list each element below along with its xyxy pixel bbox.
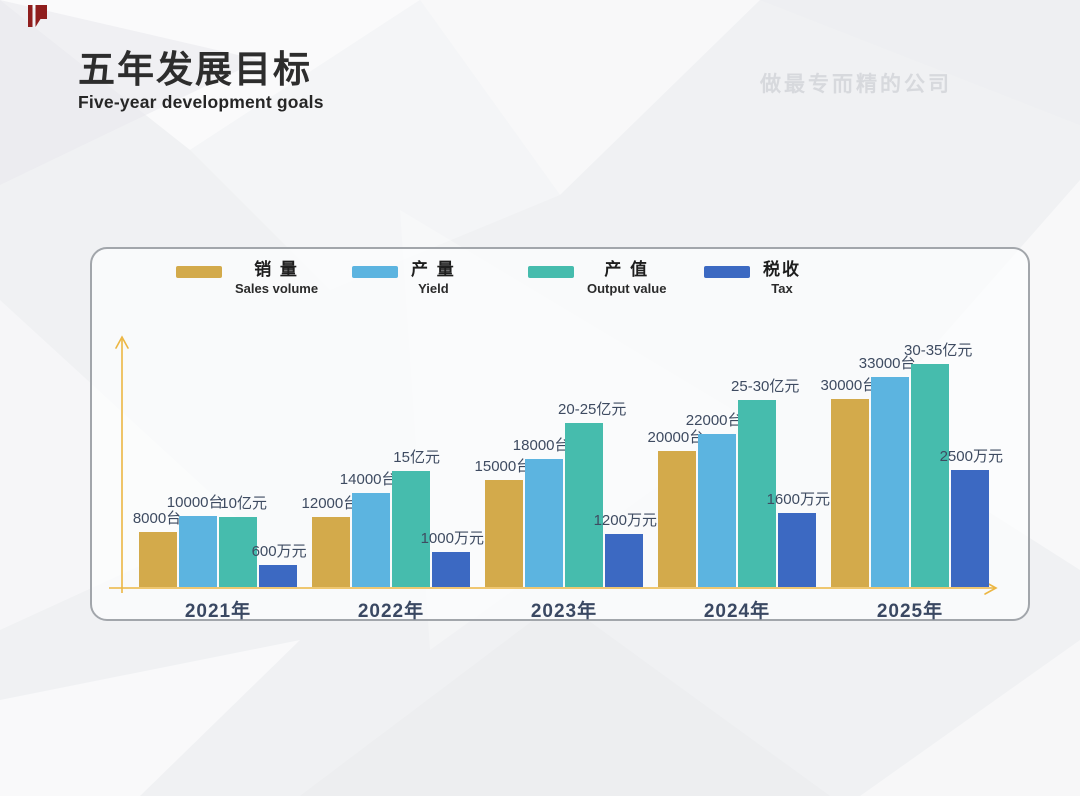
bar-tax-2024年: 1600万元 — [767, 491, 830, 587]
bar-output-value-2022年: 15亿元 — [392, 449, 440, 587]
x-axis-label: 2025年 — [876, 601, 944, 622]
bar-value-label: 20000台 — [647, 429, 705, 446]
legend-swatch-yield — [352, 266, 398, 278]
x-axis-label: 2024年 — [703, 601, 771, 622]
bar-tax-2025年: 2500万元 — [940, 448, 1003, 587]
bar-yield-2025年: 33000台 — [859, 355, 916, 587]
bar-value-label: 30-35亿元 — [904, 342, 973, 359]
bar-value-label: 30000台 — [820, 377, 878, 394]
bar-sales-2024年: 20000台 — [648, 429, 704, 587]
legend-item-output-value: 产 值 Output value — [528, 259, 704, 297]
year-group-2024年: 20000台 22000台 25-30亿元 1600万元 2024年 — [648, 378, 830, 622]
bar-sales-2023年: 15000台 — [475, 458, 531, 587]
x-axis-label: 2022年 — [357, 601, 425, 622]
page-subtitle: Five-year development goals — [78, 92, 324, 113]
legend-item-sales: 销 量 Sales volume — [176, 259, 352, 297]
bar-value-label: 8000台 — [132, 510, 182, 527]
legend-label-en: Tax — [771, 280, 793, 296]
legend-label-cn: 销 量 — [254, 260, 299, 279]
bar-yield-2022年: 14000台 — [340, 471, 397, 587]
legend-label-cn: 产 量 — [411, 260, 456, 279]
bar-value-label: 22000台 — [685, 412, 743, 429]
bar-output-value-2023年: 20-25亿元 — [558, 401, 626, 587]
bar-value-label: 10亿元 — [220, 495, 267, 512]
bar-sales-2025年: 30000台 — [821, 377, 877, 587]
bar-value-label: 12000台 — [301, 495, 359, 512]
legend-label-en: Output value — [587, 280, 667, 296]
page-title: 五年发展目标 — [78, 49, 312, 90]
bar-output-value-2021年: 10亿元 — [219, 495, 267, 587]
chart-legend: 销 量 Sales volume 产 量 Yield 产 值 Output va… — [176, 259, 801, 297]
bar-value-label: 25-30亿元 — [731, 378, 800, 395]
chart-axes — [109, 335, 998, 595]
bar-value-label: 33000台 — [858, 355, 916, 372]
bar-value-label: 1600万元 — [766, 491, 830, 508]
bar-value-label: 600万元 — [251, 543, 307, 560]
bar-groups: 8000台 10000台 10亿元 600万元 2021年 12000台 14000台 15亿… — [133, 342, 1003, 622]
bar-value-label: 10000台 — [166, 494, 224, 511]
bar-output-value-2025年: 30-35亿元 — [904, 342, 972, 587]
bar-sales-2021年: 8000台 — [133, 510, 181, 587]
bar-value-label: 20-25亿元 — [558, 401, 627, 418]
bar-sales-2022年: 12000台 — [302, 495, 358, 587]
bar-value-label: 15亿元 — [393, 449, 440, 466]
bar-tax-2021年: 600万元 — [252, 543, 307, 587]
x-axis-label: 2021年 — [184, 601, 252, 622]
legend-label-cn: 产 值 — [604, 260, 650, 279]
bar-yield-2024年: 22000台 — [686, 412, 743, 587]
corner-logo-mark — [27, 4, 48, 29]
legend-label-cn: 税收 — [763, 260, 801, 279]
bar-value-label: 1200万元 — [593, 512, 657, 529]
chart-panel: 销 量 Sales volume 产 量 Yield 产 值 Output va… — [90, 247, 1030, 622]
bar-value-label: 18000台 — [512, 437, 570, 454]
bar-value-label: 14000台 — [339, 471, 397, 488]
bar-value-label: 15000台 — [474, 458, 532, 475]
watermark-text: 做最专而精的公司 — [760, 73, 952, 96]
year-group-2025年: 30000台 33000台 30-35亿元 2500万元 2025年 — [821, 342, 1003, 622]
legend-swatch-output-value — [528, 266, 574, 278]
bar-value-label: 1000万元 — [420, 530, 484, 547]
year-group-2021年: 8000台 10000台 10亿元 600万元 2021年 — [133, 494, 307, 622]
legend-item-yield: 产 量 Yield — [352, 259, 528, 297]
legend-swatch-tax — [704, 266, 750, 278]
year-group-2022年: 12000台 14000台 15亿元 1000万元 2022年 — [302, 449, 484, 622]
bar-yield-2023年: 18000台 — [513, 437, 570, 587]
legend-label-en: Yield — [418, 280, 449, 296]
legend-item-tax: 税收 Tax — [704, 259, 801, 297]
bar-output-value-2024年: 25-30亿元 — [731, 378, 799, 587]
legend-label-en: Sales volume — [235, 280, 319, 296]
bar-value-label: 2500万元 — [939, 448, 1003, 465]
y-axis-arrow-icon — [115, 335, 129, 349]
bar-yield-2021年: 10000台 — [167, 494, 224, 587]
legend-swatch-sales — [176, 266, 222, 278]
year-group-2023年: 15000台 18000台 20-25亿元 1200万元 2023年 — [475, 401, 657, 622]
x-axis-label: 2023年 — [530, 601, 598, 622]
header: 五年发展目标 Five-year development goals — [78, 48, 324, 113]
bar-tax-2022年: 1000万元 — [421, 530, 484, 587]
bar-tax-2023年: 1200万元 — [594, 512, 657, 587]
